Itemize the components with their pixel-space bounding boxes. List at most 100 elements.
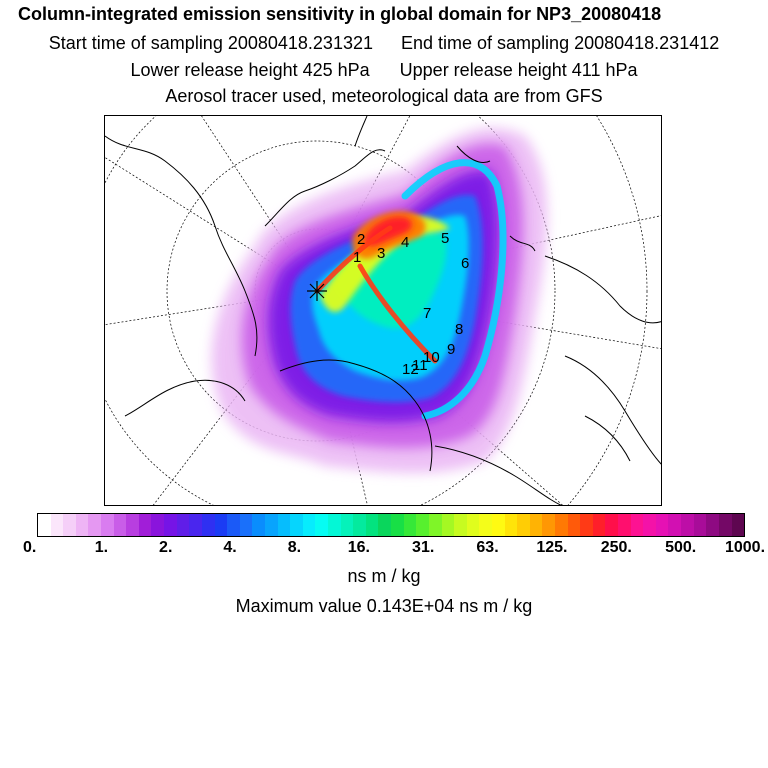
colorbar-tick-label: 1000. (724, 539, 766, 556)
release-label: 7 (423, 305, 431, 322)
colorbar-swatch (101, 514, 114, 536)
colorbar-swatch (643, 514, 656, 536)
colorbar-swatch (630, 514, 644, 536)
colorbar-swatch (416, 514, 429, 536)
colorbar-swatch (681, 514, 694, 536)
colorbar-tick-label: 8. (287, 539, 302, 556)
colorbar-swatch (655, 514, 669, 536)
colorbar-swatch (567, 514, 581, 536)
colorbar-swatch (618, 514, 631, 536)
colorbar-tick-label: 1. (94, 539, 109, 556)
colorbar-swatch (706, 514, 719, 536)
coastline (279, 359, 433, 472)
colorbar-swatch (138, 514, 152, 536)
colorbar-swatch (164, 514, 177, 536)
colorbar-swatch (693, 514, 707, 536)
upper-release-label: Upper release height 411 hPa (399, 60, 638, 80)
colorbar-tick-label: 4. (223, 539, 237, 556)
colorbar-swatch (176, 514, 190, 536)
colorbar-swatch (504, 514, 518, 536)
colorbar-swatch (277, 514, 291, 536)
colorbar-swatch (428, 514, 442, 536)
colorbar-swatch (466, 514, 480, 536)
colorbar-swatch (718, 514, 732, 536)
colorbar-tick-label: 16. (347, 539, 370, 556)
colorbar-swatch (605, 514, 619, 536)
sensitivity-map: 1 2 3 4 5 6 7 8 9 10 11 12 (105, 116, 661, 505)
release-label: 2 (357, 231, 365, 248)
plume-field (211, 128, 547, 473)
colorbar-tick-label: 31. (412, 539, 435, 556)
colorbar-swatch (517, 514, 530, 536)
release-labels: 1 2 3 4 5 6 7 8 9 10 11 12 (353, 230, 469, 378)
latitude-circle (567, 116, 648, 505)
coastline (509, 235, 536, 252)
coastline (124, 379, 246, 417)
coastlines (105, 116, 661, 505)
colorbar-swatch (353, 514, 366, 536)
plume-streak (314, 225, 438, 364)
end-time-label: End time of sampling 20080418.231412 (401, 33, 720, 53)
colorbar-swatch (239, 514, 253, 536)
colorbar-swatch (113, 514, 127, 536)
colorbar-swatch (378, 514, 392, 536)
colorbar-swatch (441, 514, 455, 536)
colorbar-swatch (454, 514, 467, 536)
colorbar-swatch (201, 514, 215, 536)
colorbar-tick-label: 0. (23, 539, 37, 556)
colorbar-unit: ns m / kg (347, 566, 421, 586)
latitude-circle (105, 116, 556, 505)
colorbar-swatch (529, 514, 543, 536)
colorbar-swatch (491, 514, 505, 536)
lower-release-label: Lower release height 425 hPa (130, 60, 370, 80)
release-label: 1 (353, 249, 361, 266)
colorbar-swatch (365, 514, 379, 536)
start-time-label: Start time of sampling 20080418.231321 (48, 33, 373, 53)
colorbar-swatch (580, 514, 593, 536)
release-point-marker (307, 281, 327, 301)
coastline (584, 415, 631, 462)
colorbar-swatch (151, 514, 165, 536)
colorbar-swatch (403, 514, 417, 536)
meridian (105, 290, 318, 326)
maximum-value: Maximum value 0.143E+04 ns m / kg (235, 596, 533, 616)
colorbar-swatch (227, 514, 240, 536)
plume-yellow-band (320, 216, 450, 312)
release-label: 3 (377, 245, 385, 262)
colorbar-swatch (315, 514, 329, 536)
colorbar-swatch (328, 514, 341, 536)
colorbar-swatch (214, 514, 228, 536)
colorbar-swatch (592, 514, 606, 536)
chart-title: Column-integrated emission sensitivity i… (18, 4, 662, 24)
coastline (456, 145, 491, 163)
sampling-times: Start time of sampling 20080418.231321 En… (0, 33, 768, 54)
release-heights: Lower release height 425 hPa Upper releas… (0, 60, 768, 81)
colorbar-swatch (189, 514, 202, 536)
coastline (434, 445, 562, 505)
colorbar-swatch (264, 514, 278, 536)
meridian (316, 290, 368, 505)
tracer-note: Aerosol tracer used, meteorological data… (165, 86, 603, 106)
release-label: 11 (412, 357, 428, 374)
colorbar-swatch (340, 514, 354, 536)
colorbar-swatch (75, 514, 89, 536)
plume-loop (401, 159, 507, 420)
release-label: 9 (447, 341, 455, 358)
colorbar-tick-label: 500. (665, 539, 697, 556)
release-label: 6 (461, 255, 469, 272)
coastline (564, 355, 661, 465)
colorbar-tick-label: 250. (600, 539, 632, 556)
release-label: 5 (441, 230, 449, 247)
release-label: 8 (455, 321, 463, 338)
colorbar (37, 513, 745, 537)
colorbar-tick-label: 63. (476, 539, 499, 556)
colorbar-tick-label: 125. (536, 539, 568, 556)
colorbar-swatch (302, 514, 316, 536)
colorbar-swatch (38, 514, 51, 536)
colorbar-swatch (554, 514, 568, 536)
colorbar-swatch (479, 514, 492, 536)
coastline (354, 116, 368, 147)
colorbar-swatch (252, 514, 265, 536)
release-label: 10 (423, 349, 440, 366)
colorbar-swatch (50, 514, 64, 536)
